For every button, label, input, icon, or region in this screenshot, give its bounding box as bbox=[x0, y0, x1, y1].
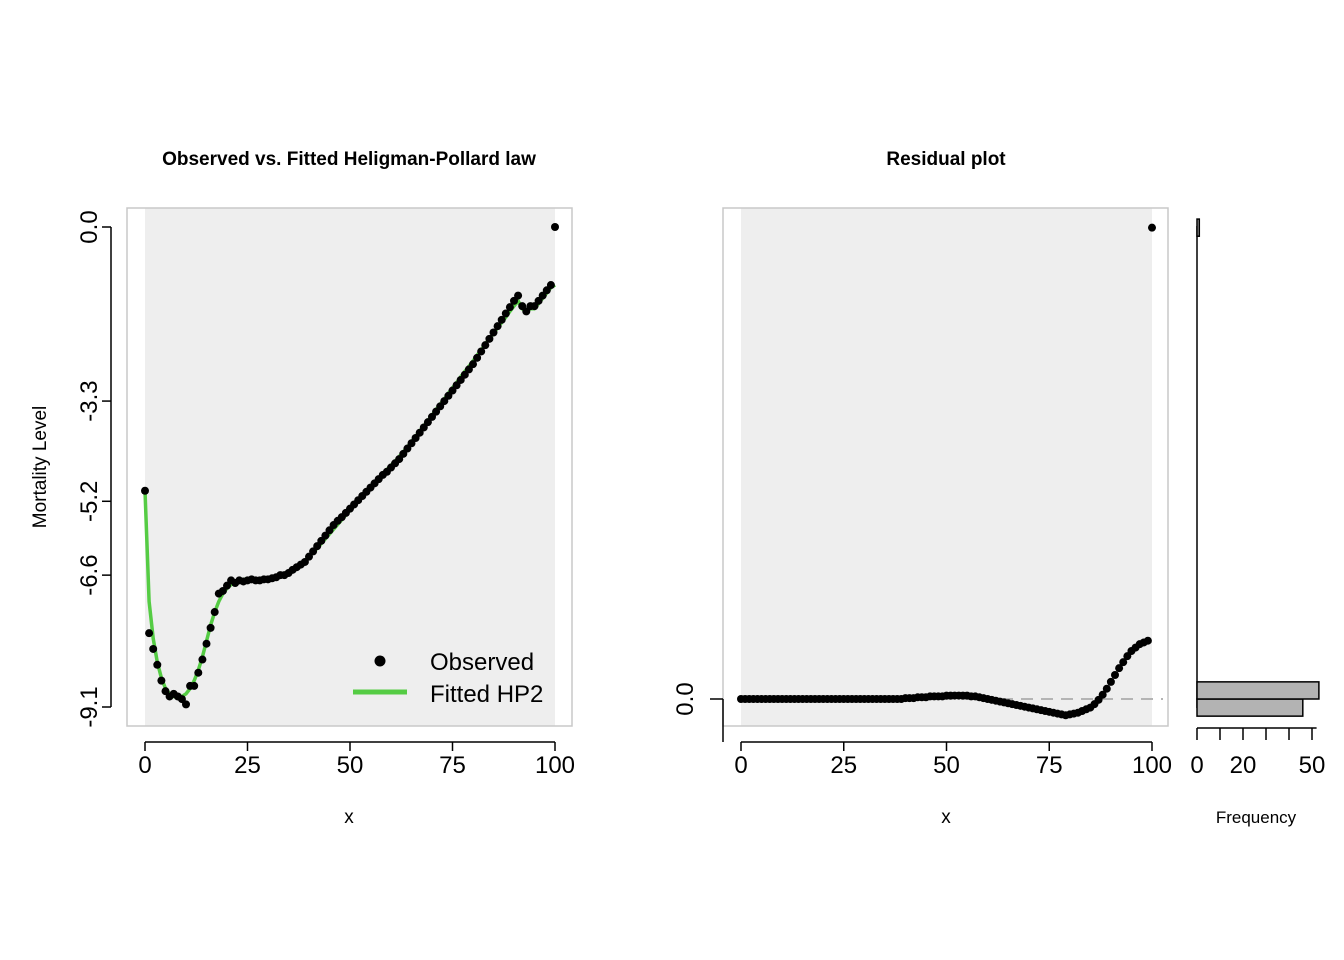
x-tick-label: 75 bbox=[1036, 752, 1063, 779]
observed-point bbox=[481, 341, 490, 350]
histogram-bar bbox=[1196, 218, 1201, 237]
y-axis: 0.0 bbox=[672, 682, 724, 742]
observed-point bbox=[501, 309, 510, 318]
frequency-tick-label: 0 bbox=[1190, 752, 1203, 779]
frequency-axis: 0 20 50 bbox=[1190, 727, 1326, 779]
chart-title: Observed vs. Fitted Heligman-Pollard law bbox=[162, 149, 536, 170]
observed-point bbox=[206, 623, 215, 632]
histogram-bar bbox=[1196, 698, 1304, 717]
residual-point bbox=[1098, 690, 1107, 699]
x-tick-label: 50 bbox=[933, 752, 960, 779]
plot-background bbox=[741, 208, 1152, 726]
plot-box bbox=[126, 207, 573, 727]
residual-point bbox=[1111, 671, 1120, 680]
observed-point bbox=[210, 608, 219, 617]
x-tick-label: 0 bbox=[138, 752, 151, 779]
x-axis-label: x bbox=[941, 807, 951, 828]
residual-point bbox=[1106, 677, 1115, 686]
x-tick-label: 25 bbox=[830, 752, 857, 779]
observed-point bbox=[477, 347, 486, 356]
y-tick-label: 0.0 bbox=[76, 210, 103, 243]
observed-point bbox=[198, 655, 207, 664]
frequency-tick-label: 50 bbox=[1299, 752, 1326, 779]
observed-point bbox=[153, 660, 162, 669]
observed-point bbox=[145, 629, 154, 638]
x-tick-label: 100 bbox=[1132, 752, 1172, 779]
observed-point bbox=[489, 328, 498, 337]
observed-point bbox=[469, 360, 477, 369]
frequency-tick-label: 20 bbox=[1230, 752, 1257, 779]
legend: Observed Fitted HP2 bbox=[353, 649, 543, 708]
observed-point bbox=[514, 291, 523, 300]
observed-point bbox=[141, 486, 149, 495]
legend-fitted-label: Fitted HP2 bbox=[430, 681, 543, 708]
observed-points bbox=[141, 223, 559, 709]
residual-point bbox=[1115, 664, 1124, 673]
x-axis: 0 25 50 75 100 bbox=[138, 741, 575, 779]
y-tick-label: -6.6 bbox=[76, 554, 103, 595]
observed-point bbox=[505, 303, 514, 312]
histogram-bar bbox=[1196, 681, 1320, 700]
observed-point bbox=[497, 315, 506, 324]
residual-point bbox=[1119, 658, 1128, 667]
observed-point bbox=[551, 223, 559, 231]
observed-point bbox=[157, 676, 166, 685]
residual-point bbox=[1143, 636, 1152, 645]
x-tick-label: 100 bbox=[535, 752, 575, 779]
observed-point bbox=[546, 281, 555, 290]
x-tick-label: 50 bbox=[337, 752, 364, 779]
residual-point bbox=[1148, 223, 1156, 232]
x-axis-label: x bbox=[344, 807, 354, 828]
observed-point bbox=[493, 322, 502, 331]
y-tick-label: -3.3 bbox=[76, 380, 103, 421]
y-tick-label: -9.1 bbox=[76, 686, 103, 727]
frequency-axis-label: Frequency bbox=[1216, 808, 1297, 827]
plot-background bbox=[145, 208, 555, 726]
x-axis: 0 25 50 75 100 bbox=[734, 741, 1172, 779]
legend-observed-label: Observed bbox=[430, 649, 534, 676]
residual-points bbox=[737, 223, 1156, 720]
observed-point bbox=[202, 639, 211, 648]
chart-title: Residual plot bbox=[886, 149, 1006, 170]
observed-point bbox=[182, 700, 190, 709]
plot-box bbox=[722, 207, 1169, 727]
observed-point bbox=[485, 334, 494, 343]
histogram-bars bbox=[1196, 218, 1320, 717]
y-axis: 0.0 -3.3 -5.2 -6.6 -9.1 bbox=[76, 210, 112, 728]
observed-vs-fitted-panel: Observed vs. Fitted Heligman-Pollard law… bbox=[30, 149, 575, 828]
x-tick-label: 0 bbox=[734, 752, 747, 779]
y-axis-label: Mortality Level bbox=[30, 406, 51, 529]
residual-histogram-panel: 0 20 50 Frequency bbox=[1190, 218, 1326, 827]
y-tick-label: -5.2 bbox=[76, 481, 103, 522]
x-tick-label: 75 bbox=[439, 752, 466, 779]
legend-observed-marker bbox=[374, 655, 386, 667]
observed-point bbox=[194, 668, 203, 677]
observed-point bbox=[190, 681, 199, 690]
residual-panel: Residual plot x 0 25 50 75 100 0.0 bbox=[672, 149, 1172, 828]
observed-point bbox=[473, 353, 482, 362]
x-tick-label: 25 bbox=[234, 752, 261, 779]
observed-point bbox=[149, 644, 158, 653]
residual-point bbox=[1102, 684, 1111, 693]
y-tick-label: 0.0 bbox=[672, 682, 699, 715]
